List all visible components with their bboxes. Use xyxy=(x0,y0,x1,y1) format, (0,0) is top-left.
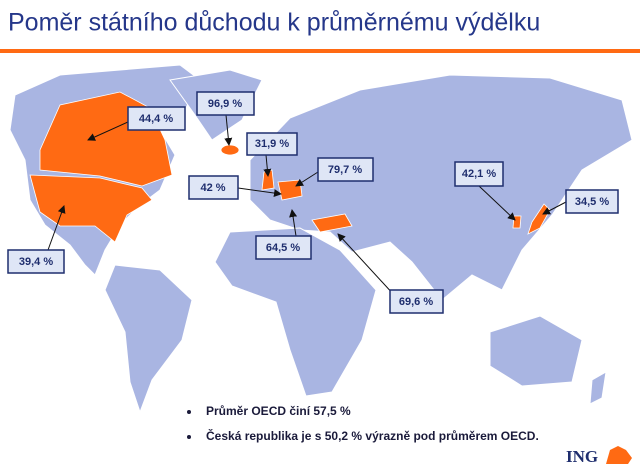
callout-label: 42,1 % xyxy=(462,168,496,180)
title-rule xyxy=(0,49,640,53)
bullets: Průměr OECD činí 57,5 % Česká republika … xyxy=(187,404,539,443)
callout-label: 31,9 % xyxy=(255,138,289,150)
logo-text: ING xyxy=(566,447,598,466)
logo-lion xyxy=(606,446,632,464)
callout-label: 39,4 % xyxy=(19,256,53,268)
callout-label: 44,4 % xyxy=(139,113,173,125)
arrows xyxy=(47,114,567,297)
bullet-text: Česká republika je s 50,2 % výrazně pod … xyxy=(206,428,539,443)
map xyxy=(9,64,633,414)
callout-label: 42 % xyxy=(200,182,225,194)
callout-label: 34,5 % xyxy=(575,196,609,208)
bullet-text: Průměr OECD činí 57,5 % xyxy=(206,404,351,418)
title: Poměr státního důchodu k průměrnému výdě… xyxy=(8,9,540,37)
callouts: 44,4 % 96,9 % 31,9 % 79,7 % 42 % 64,5 % … xyxy=(7,91,619,314)
callout-label: 64,5 % xyxy=(266,242,300,254)
logo: ING xyxy=(566,446,632,466)
callout-label: 79,7 % xyxy=(328,164,362,176)
callout-label: 69,6 % xyxy=(399,296,433,308)
callout-label: 96,9 % xyxy=(208,98,242,110)
